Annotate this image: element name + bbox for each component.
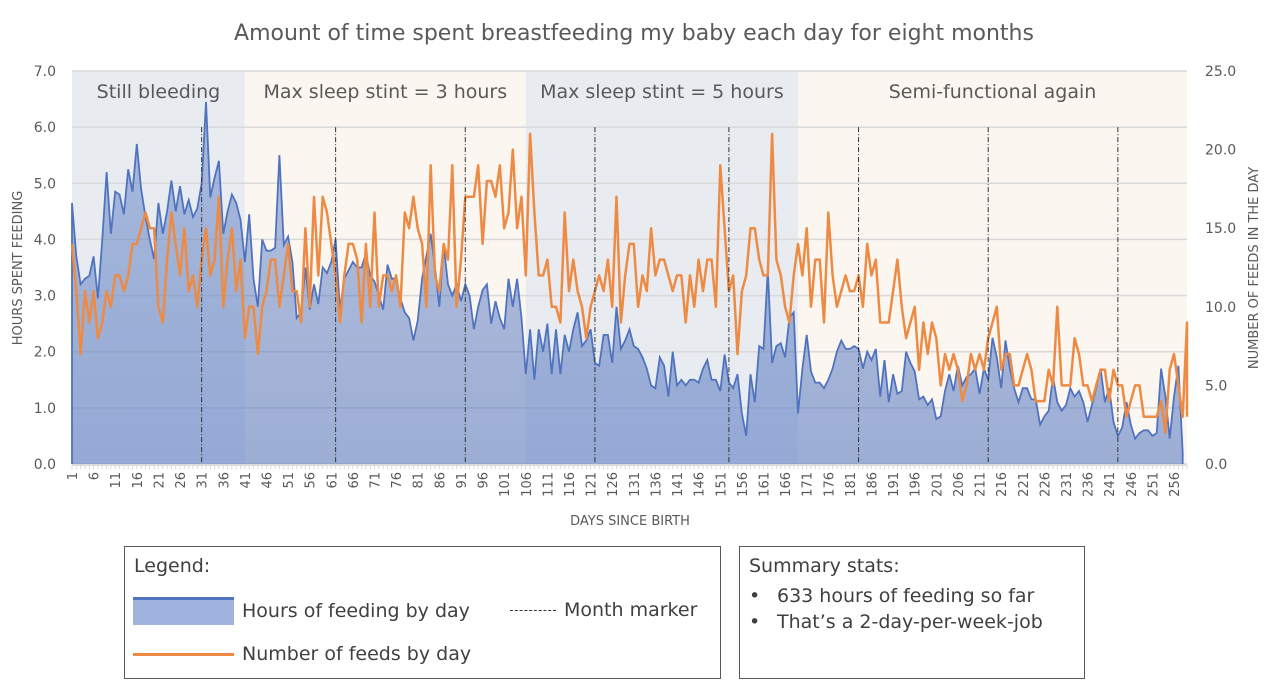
x-tick-label: 251: [1146, 472, 1161, 497]
x-tick-label: 221: [1017, 472, 1032, 497]
y-tick-label: 4.0: [34, 232, 56, 248]
x-axis-label: DAYS SINCE BIRTH: [570, 514, 690, 529]
x-tick-label: 76: [390, 472, 405, 489]
x-tick-label: 6: [88, 472, 103, 480]
feeds-line: [70, 132, 1189, 434]
x-tick-label: 26: [174, 472, 189, 489]
y2-tick-label: 15.0: [1205, 221, 1236, 237]
x-tick-label: 101: [498, 472, 513, 497]
line-swatch-icon: [133, 652, 234, 656]
chart-svg: Amount of time spent breastfeeding my ba…: [11, 21, 1262, 529]
area-swatch-icon: [133, 597, 234, 625]
legend-label: Hours of feeding by day: [242, 600, 470, 622]
x-tick-label: 191: [887, 472, 902, 497]
legend-title: Legend:: [134, 555, 211, 577]
y2-tick-label: 10.0: [1205, 300, 1236, 316]
x-tick-label: 66: [347, 472, 362, 489]
y-axis-label: HOURS SPENT FEEDING: [11, 191, 26, 346]
legend-item-month-marker: Month marker: [510, 599, 697, 621]
legend-label: Number of feeds by day: [242, 643, 472, 665]
x-tick-label: 226: [1038, 472, 1053, 497]
x-tick-label: 36: [217, 472, 232, 489]
x-tick-label: 241: [1103, 472, 1118, 497]
y2-axis-label: NUMBER OF FEEDS IN THE DAY: [1247, 167, 1262, 369]
x-tick-label: 116: [563, 472, 578, 497]
y2-tick-label: 25.0: [1205, 64, 1236, 80]
x-tick-label: 111: [541, 472, 556, 497]
x-tick-label: 21: [152, 472, 167, 489]
x-tick-label: 231: [1060, 472, 1075, 497]
x-tick-label: 171: [801, 472, 816, 497]
hours-area: [72, 101, 1183, 465]
legend-item-feeds: Number of feeds by day: [133, 643, 471, 665]
summary-title: Summary stats:: [749, 555, 900, 577]
x-tick-label: 61: [325, 472, 340, 489]
y-tick-label: 0.0: [34, 457, 56, 473]
x-tick-label: 126: [606, 472, 621, 497]
dash-line-icon: [510, 609, 556, 611]
x-tick-label: 256: [1168, 472, 1183, 497]
x-tick-label: 86: [433, 472, 448, 489]
x-tick-label: 51: [282, 472, 297, 489]
x-tick-label: 16: [131, 472, 146, 489]
y-tick-label: 1.0: [34, 401, 56, 417]
x-tick-label: 46: [260, 472, 275, 489]
x-tick-label: 91: [455, 472, 470, 489]
legend: Legend: Hours of feeding by day Month ma…: [124, 546, 721, 679]
y-tick-label: 6.0: [34, 120, 56, 136]
y2-tick-label: 5.0: [1205, 378, 1227, 394]
y-tick-label: 2.0: [34, 345, 56, 361]
hours-line: [71, 101, 1184, 465]
x-tick-label: 41: [239, 472, 254, 489]
x-tick-label: 151: [714, 472, 729, 497]
chart-title: Amount of time spent breastfeeding my ba…: [234, 21, 1034, 46]
summary-stats: Summary stats: • 633 hours of feeding so …: [739, 546, 1085, 679]
phase-label: Still bleeding: [97, 81, 221, 103]
x-tick-label: 146: [693, 472, 708, 497]
x-tick-label: 121: [585, 472, 600, 497]
x-tick-label: 176: [822, 472, 837, 497]
y2-tick-label: 0.0: [1205, 457, 1227, 473]
y-tick-label: 3.0: [34, 289, 56, 305]
x-tick-label: 246: [1125, 472, 1140, 497]
x-tick-label: 161: [757, 472, 772, 497]
x-tick-label: 136: [649, 472, 664, 497]
x-tick-label: 216: [995, 472, 1010, 497]
x-tick-label: 156: [736, 472, 751, 497]
x-tick-label: 131: [628, 472, 643, 497]
x-tick-label: 1: [66, 472, 81, 480]
x-tick-label: 186: [866, 472, 881, 497]
x-tick-label: 96: [477, 472, 492, 489]
x-tick-label: 236: [1082, 472, 1097, 497]
y2-tick-label: 20.0: [1205, 143, 1236, 159]
y-tick-label: 7.0: [34, 64, 56, 80]
x-tick-label: 181: [844, 472, 859, 497]
phase-label: Max sleep stint = 5 hours: [540, 81, 784, 103]
x-tick-label: 56: [304, 472, 319, 489]
x-tick-label: 211: [974, 472, 989, 497]
x-tick-label: 201: [930, 472, 945, 497]
x-tick-label: 71: [369, 472, 384, 489]
y-tick-label: 5.0: [34, 176, 56, 192]
phase-label: Semi-functional again: [889, 81, 1097, 103]
legend-label: Month marker: [564, 599, 698, 621]
legend-item-hours: Hours of feeding by day: [133, 597, 470, 625]
x-tick-label: 106: [520, 472, 535, 497]
x-tick-label: 11: [109, 472, 124, 489]
phase-label: Max sleep stint = 3 hours: [263, 81, 507, 103]
x-tick-label: 31: [196, 472, 211, 489]
x-tick-label: 81: [412, 472, 427, 489]
summary-item: • That’s a 2-day-per-week-job: [749, 611, 1043, 633]
summary-item: • 633 hours of feeding so far: [749, 585, 1035, 607]
x-tick-label: 196: [909, 472, 924, 497]
x-tick-label: 166: [779, 472, 794, 497]
x-tick-label: 141: [671, 472, 686, 497]
x-tick-label: 206: [952, 472, 967, 497]
